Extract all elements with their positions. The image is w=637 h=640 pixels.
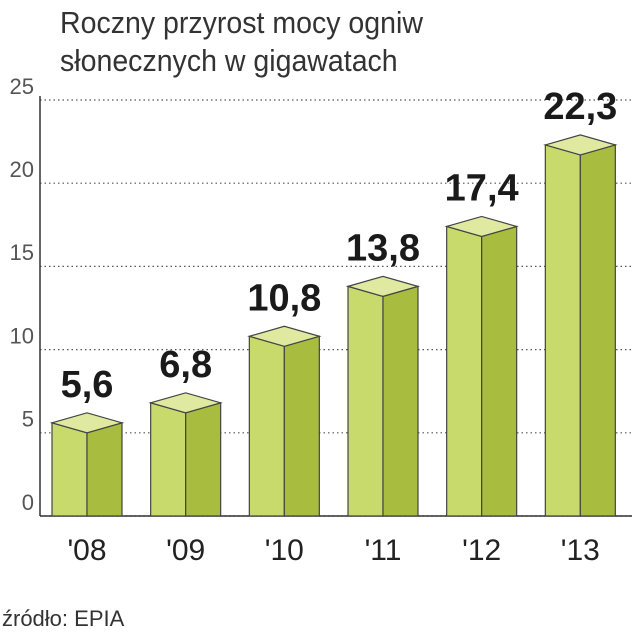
bar-side [481,225,518,517]
bar-side [185,402,222,517]
x-tick-label: '12 [462,534,501,567]
bar-top [543,134,618,156]
chart-title: Roczny przyrost mocy ogniw słonecznych w… [60,5,423,78]
value-label: 6,8 [159,344,212,386]
y-tick-label: 0 [22,490,34,515]
y-tick-label: 5 [22,407,34,432]
bar-side [579,144,616,517]
bar-front [150,402,187,517]
bar-top [247,325,322,347]
value-label: 5,6 [61,364,114,406]
x-tick-label: '10 [265,534,304,567]
value-label: 22,3 [543,86,617,128]
value-label: 17,4 [445,167,519,209]
y-tick-label: 20 [10,157,34,182]
value-label: 10,8 [247,277,321,319]
bar-top [148,392,223,414]
source-note: źródło: EPIA [2,606,125,631]
bar-front [446,225,483,517]
bar-side [382,285,419,517]
x-tick-label: '13 [561,534,600,567]
bar-side [86,422,123,517]
value-label: 13,8 [346,227,420,269]
bar-front [248,335,285,517]
y-tick-label: 15 [10,240,34,265]
bar-front [51,422,88,517]
y-tick-label: 10 [10,323,34,348]
bar-front [347,285,384,517]
bar-side [283,335,320,517]
bar-top [345,275,421,297]
x-tick-label: '09 [166,534,205,567]
x-tick-label: '11 [365,534,402,567]
bar-top [49,412,125,434]
chart: 0 5 10 15 20 25 '08 5,6 '09 6,8 '10 10,8 '11 13,8 '12 1… [10,74,632,567]
x-tick-label: '08 [67,534,106,567]
y-tick-label: 25 [10,74,34,99]
bar-front [544,144,581,517]
bar-top [444,215,519,238]
